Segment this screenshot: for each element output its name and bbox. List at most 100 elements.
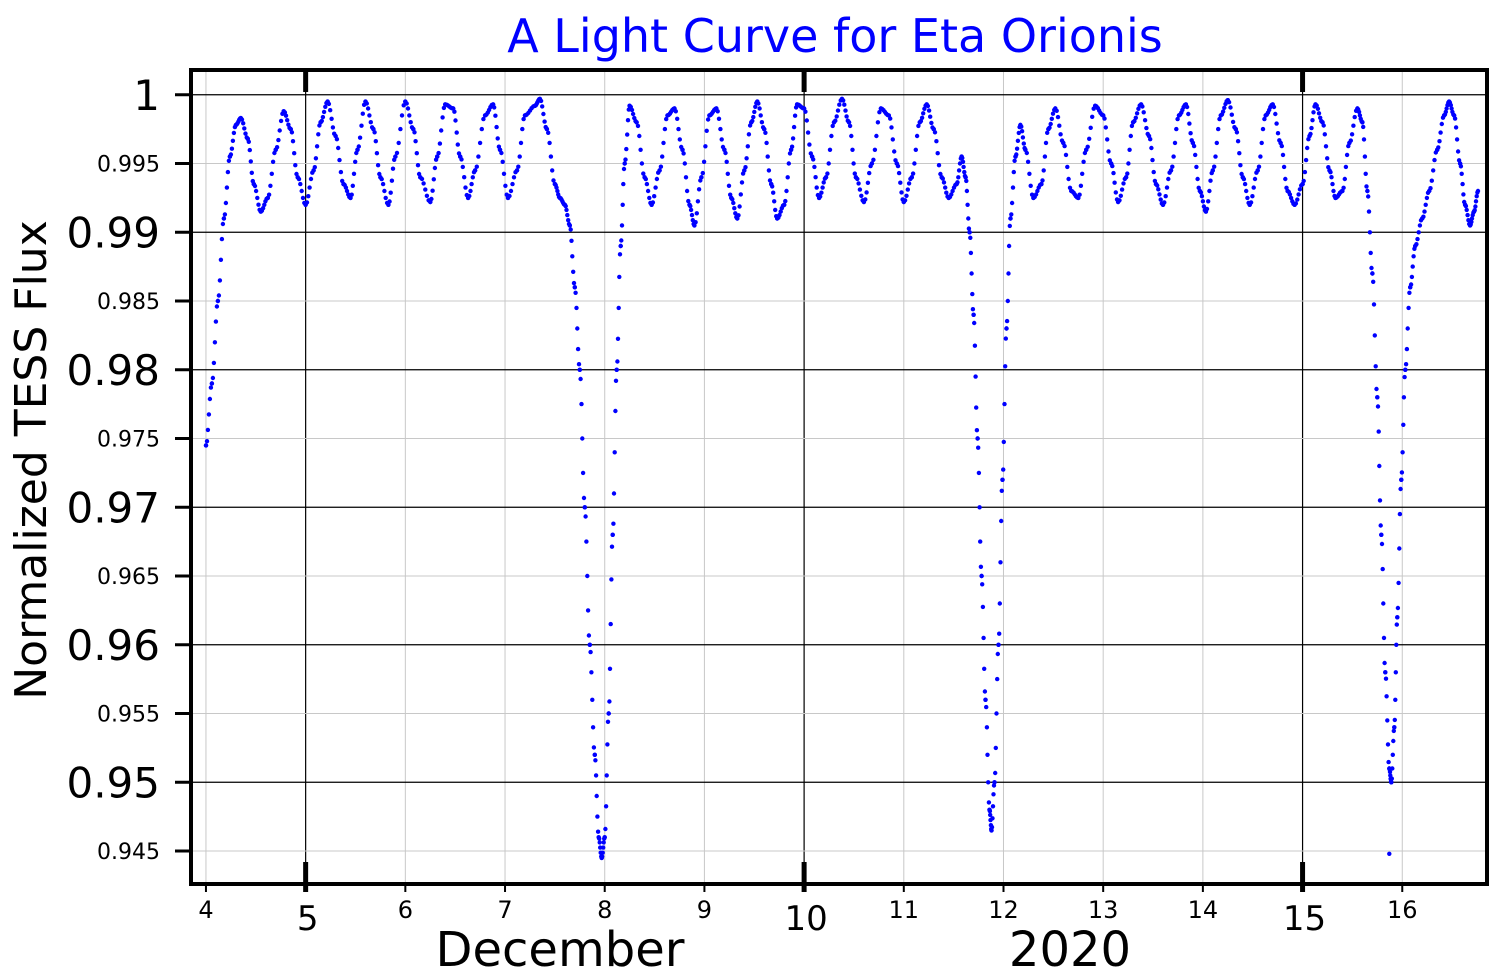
data-point [972,343,978,348]
data-point [890,137,895,142]
data-point [765,154,770,159]
data-point [778,209,783,214]
data-point [219,236,225,242]
data-point [1352,114,1357,120]
data-point [595,829,601,834]
data-point [912,161,917,166]
data-point [601,840,606,845]
data-point [1331,188,1336,194]
data-point [268,183,273,188]
data-point [1270,102,1275,107]
data-point [1013,154,1018,159]
data-point [1168,168,1174,173]
data-point [387,199,392,204]
data-point [804,118,809,123]
data-point [520,126,525,132]
data-point [1325,156,1330,161]
data-point [831,120,837,125]
data-point [916,123,921,129]
data-point [934,139,939,144]
data-point [1377,498,1383,503]
data-point [1462,202,1468,207]
data-point [1405,326,1410,331]
data-point [548,154,554,159]
data-point [1157,192,1162,197]
data-point [1252,176,1258,182]
x-axis-label-month: December [436,922,685,975]
data-point [1382,660,1387,666]
data-point [737,204,742,209]
data-point [602,835,607,840]
data-point [621,181,626,187]
data-point [277,128,282,133]
data-point [465,195,471,201]
data-point [1174,126,1179,132]
data-point [1402,374,1407,380]
data-point [241,121,246,126]
data-point [1394,622,1400,627]
data-point [1395,605,1401,611]
data-point [1021,141,1026,146]
data-point [611,491,617,496]
data-point [877,110,882,115]
data-point [1229,112,1235,117]
data-point [617,274,622,280]
data-point [468,188,473,194]
data-point [639,161,645,166]
data-point [982,689,988,694]
data-point [1389,780,1394,785]
data-point [472,168,478,173]
data-point [1360,120,1365,125]
data-point [1207,188,1212,194]
data-point [601,845,606,850]
data-point [635,123,641,129]
data-point [943,185,948,190]
data-point [1427,188,1432,194]
data-point [1393,670,1399,675]
data-point [611,521,616,526]
data-point [1384,694,1389,699]
data-point [573,290,578,295]
y-major-tick-label: 0.96 [66,621,160,670]
data-point [977,505,982,510]
data-point [321,109,327,115]
data-point [619,238,624,243]
data-point [437,141,443,146]
data-point [223,200,229,206]
data-point [968,235,973,240]
data-point [665,113,670,118]
data-point [775,216,780,221]
data-point [1403,362,1409,367]
data-point [1190,140,1196,146]
data-point [975,436,980,441]
data-point [645,188,651,194]
data-point [577,367,582,372]
data-point [1090,114,1095,120]
data-point [629,107,635,113]
data-point [956,168,962,173]
data-point [1004,326,1009,331]
data-point [1130,120,1136,125]
data-point [853,175,859,180]
data-point [962,169,967,175]
data-point [1372,333,1378,338]
data-point [320,114,326,120]
data-point [1431,168,1436,173]
data-point [212,340,218,345]
data-point [993,770,998,776]
data-point [684,188,690,194]
data-point [1367,230,1373,235]
data-point [595,814,600,819]
data-point [579,401,584,407]
data-point [451,106,456,111]
data-point [591,745,597,750]
data-point [1049,116,1055,122]
data-point [1370,271,1375,276]
data-point [243,131,248,136]
data-point [993,745,998,751]
data-point [1351,123,1356,128]
data-point [580,470,586,476]
data-point [1390,752,1396,757]
data-point [1396,580,1401,586]
data-point [1302,169,1308,175]
